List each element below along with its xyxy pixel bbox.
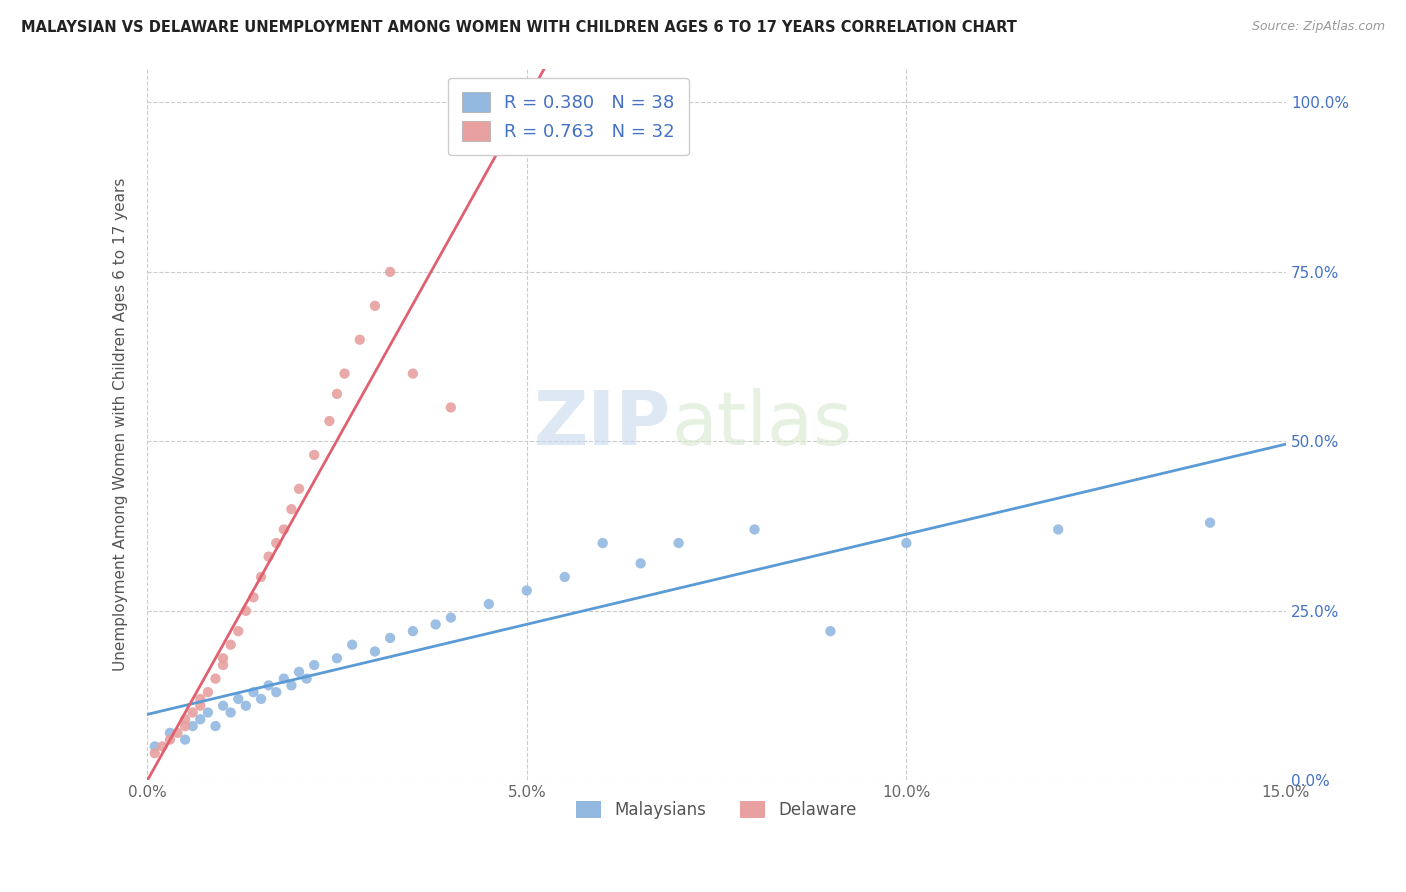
Point — [181, 719, 204, 733]
Legend: Malaysians, Delaware: Malaysians, Delaware — [569, 794, 863, 825]
Point — [257, 678, 280, 692]
Point — [204, 672, 226, 686]
Point — [257, 549, 280, 564]
Point — [326, 651, 349, 665]
Point — [204, 719, 226, 733]
Point — [143, 739, 166, 754]
Point — [378, 265, 401, 279]
Point — [219, 706, 242, 720]
Point — [554, 570, 576, 584]
Point — [402, 367, 425, 381]
Point — [250, 692, 273, 706]
Point — [364, 299, 387, 313]
Point — [744, 523, 766, 537]
Point — [364, 644, 387, 658]
Point — [264, 685, 287, 699]
Point — [820, 624, 842, 639]
Point — [630, 557, 652, 571]
Point — [592, 536, 614, 550]
Point — [478, 597, 501, 611]
Text: ZIP: ZIP — [534, 388, 671, 461]
Point — [295, 672, 318, 686]
Point — [197, 706, 219, 720]
Point — [143, 746, 166, 760]
Text: Source: ZipAtlas.com: Source: ZipAtlas.com — [1251, 20, 1385, 33]
Point — [280, 502, 302, 516]
Point — [212, 698, 235, 713]
Point — [242, 591, 264, 605]
Point — [159, 726, 181, 740]
Point — [212, 651, 235, 665]
Point — [250, 570, 273, 584]
Point — [440, 610, 463, 624]
Point — [273, 523, 295, 537]
Point — [226, 624, 249, 639]
Point — [264, 536, 287, 550]
Point — [242, 685, 264, 699]
Point — [402, 624, 425, 639]
Point — [174, 712, 197, 726]
Point — [349, 333, 371, 347]
Point — [302, 658, 325, 673]
Y-axis label: Unemployment Among Women with Children Ages 6 to 17 years: Unemployment Among Women with Children A… — [114, 178, 128, 671]
Point — [273, 672, 295, 686]
Point — [174, 732, 197, 747]
Point — [150, 739, 173, 754]
Point — [219, 638, 242, 652]
Point — [197, 685, 219, 699]
Point — [288, 482, 311, 496]
Point — [440, 401, 463, 415]
Point — [326, 387, 349, 401]
Point — [226, 692, 249, 706]
Point — [1047, 523, 1070, 537]
Point — [318, 414, 340, 428]
Point — [1199, 516, 1222, 530]
Point — [159, 732, 181, 747]
Point — [280, 678, 302, 692]
Point — [174, 719, 197, 733]
Point — [668, 536, 690, 550]
Text: MALAYSIAN VS DELAWARE UNEMPLOYMENT AMONG WOMEN WITH CHILDREN AGES 6 TO 17 YEARS : MALAYSIAN VS DELAWARE UNEMPLOYMENT AMONG… — [21, 20, 1017, 35]
Point — [166, 726, 188, 740]
Point — [425, 617, 447, 632]
Point — [302, 448, 325, 462]
Point — [896, 536, 918, 550]
Point — [188, 692, 211, 706]
Point — [516, 583, 538, 598]
Point — [235, 698, 257, 713]
Point — [181, 706, 204, 720]
Point — [340, 638, 363, 652]
Point — [288, 665, 311, 679]
Point — [378, 631, 401, 645]
Point — [188, 712, 211, 726]
Text: atlas: atlas — [671, 388, 852, 461]
Point — [235, 604, 257, 618]
Point — [188, 698, 211, 713]
Point — [333, 367, 356, 381]
Point — [212, 658, 235, 673]
